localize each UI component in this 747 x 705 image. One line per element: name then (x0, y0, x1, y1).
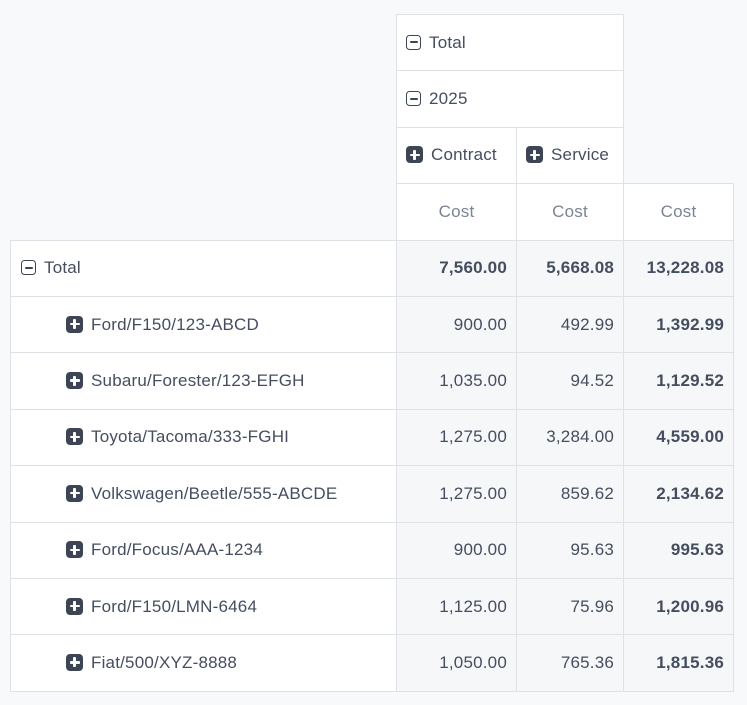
spacer-cell (11, 71, 397, 127)
row-label: Ford/F150/123-ABCD (91, 314, 260, 334)
value-cell: 2,134.62 (623, 465, 735, 523)
spacer-cell (11, 184, 397, 240)
row-label: Volkswagen/Beetle/555-ABCDE (91, 483, 338, 503)
pivot-row: Ford/F150/123-ABCD 900.00 492.99 1,392.9… (10, 295, 735, 354)
value-cell: 13,228.08 (623, 239, 735, 297)
col-header-year[interactable]: 2025 (395, 70, 625, 128)
value-cell: 859.62 (515, 465, 625, 523)
col-header-service-label: Service (551, 145, 610, 165)
expand-icon[interactable] (526, 146, 543, 164)
row-label: Fiat/500/XYZ-8888 (91, 652, 238, 672)
col-header-total[interactable]: Total (395, 13, 625, 72)
value-cell: 7,560.00 (396, 239, 517, 297)
expand-icon[interactable] (66, 653, 83, 671)
expand-icon[interactable] (66, 541, 83, 559)
header-row-total: Total (11, 13, 734, 72)
header-row-measures: Cost Cost Cost (11, 183, 735, 241)
expand-icon[interactable] (66, 428, 83, 446)
col-header-contract[interactable]: Contract (396, 126, 517, 185)
pivot-table: Total 2025 Contract Service Cost Cost Co… (10, 13, 735, 692)
expand-icon[interactable] (406, 146, 423, 164)
spacer-cell (11, 15, 397, 71)
value-cell: 1,275.00 (396, 408, 517, 467)
value-cell: 1,200.96 (623, 577, 735, 636)
value-cell: 94.52 (515, 352, 625, 410)
row-header-vehicle[interactable]: Fiat/500/XYZ-8888 (10, 634, 397, 692)
pivot-row: Toyota/Tacoma/333-FGHI 1,275.00 3,284.00… (10, 408, 735, 467)
expand-icon[interactable] (66, 484, 83, 502)
row-header-vehicle[interactable]: Ford/F150/123-ABCD (10, 295, 397, 354)
expand-icon[interactable] (66, 597, 83, 615)
pivot-row: Fiat/500/XYZ-8888 1,050.00 765.36 1,815.… (10, 634, 735, 692)
col-header-year-label: 2025 (429, 89, 468, 109)
row-label: Ford/Focus/AAA-1234 (91, 540, 263, 560)
expand-icon[interactable] (66, 315, 83, 333)
collapse-icon[interactable] (21, 260, 36, 276)
measure-header-cost-service[interactable]: Cost (515, 183, 625, 241)
value-cell: 1,392.99 (623, 295, 735, 354)
row-label: Ford/F150/LMN-6464 (91, 596, 258, 616)
value-cell: 3,284.00 (515, 408, 625, 467)
row-label: Subaru/Forester/123-EFGH (91, 371, 305, 391)
pivot-row-total: Total 7,560.00 5,668.08 13,228.08 (10, 239, 735, 297)
spacer-cell (624, 127, 734, 183)
value-cell: 1,129.52 (623, 352, 735, 410)
col-header-contract-label: Contract (431, 145, 497, 165)
value-cell: 5,668.08 (515, 239, 625, 297)
spacer-cell (11, 127, 397, 183)
value-cell: 1,050.00 (396, 634, 517, 692)
value-cell: 995.63 (623, 521, 735, 579)
pivot-row: Volkswagen/Beetle/555-ABCDE 1,275.00 859… (10, 465, 735, 523)
value-cell: 75.96 (515, 577, 625, 636)
measure-header-cost-total[interactable]: Cost (623, 183, 735, 241)
pivot-row: Ford/F150/LMN-6464 1,125.00 75.96 1,200.… (10, 577, 735, 636)
row-header-vehicle[interactable]: Ford/F150/LMN-6464 (10, 577, 397, 636)
value-cell: 95.63 (515, 521, 625, 579)
row-header-vehicle[interactable]: Ford/Focus/AAA-1234 (10, 521, 397, 579)
value-cell: 765.36 (515, 634, 625, 692)
row-label: Toyota/Tacoma/333-FGHI (91, 427, 290, 447)
header-row-year: 2025 (11, 70, 734, 128)
value-cell: 1,125.00 (396, 577, 517, 636)
value-cell: 1,275.00 (396, 465, 517, 523)
row-header-vehicle[interactable]: Volkswagen/Beetle/555-ABCDE (10, 465, 397, 523)
value-cell: 1,035.00 (396, 352, 517, 410)
value-cell: 1,815.36 (623, 634, 735, 692)
value-cell: 900.00 (396, 295, 517, 354)
collapse-icon[interactable] (406, 34, 421, 50)
pivot-row: Ford/Focus/AAA-1234 900.00 95.63 995.63 (10, 521, 735, 579)
col-header-service[interactable]: Service (515, 126, 625, 185)
row-label: Total (44, 258, 81, 278)
row-header-vehicle[interactable]: Toyota/Tacoma/333-FGHI (10, 408, 397, 467)
header-row-groups: Contract Service (11, 126, 734, 185)
pivot-row: Subaru/Forester/123-EFGH 1,035.00 94.52 … (10, 352, 735, 410)
measure-header-cost-contract[interactable]: Cost (396, 183, 517, 241)
row-header-total[interactable]: Total (10, 239, 397, 297)
value-cell: 492.99 (515, 295, 625, 354)
expand-icon[interactable] (66, 372, 83, 390)
value-cell: 4,559.00 (623, 408, 735, 467)
spacer-cell (624, 71, 734, 127)
row-header-vehicle[interactable]: Subaru/Forester/123-EFGH (10, 352, 397, 410)
collapse-icon[interactable] (406, 91, 421, 107)
col-header-total-label: Total (429, 32, 466, 52)
spacer-cell (624, 15, 734, 71)
value-cell: 900.00 (396, 521, 517, 579)
